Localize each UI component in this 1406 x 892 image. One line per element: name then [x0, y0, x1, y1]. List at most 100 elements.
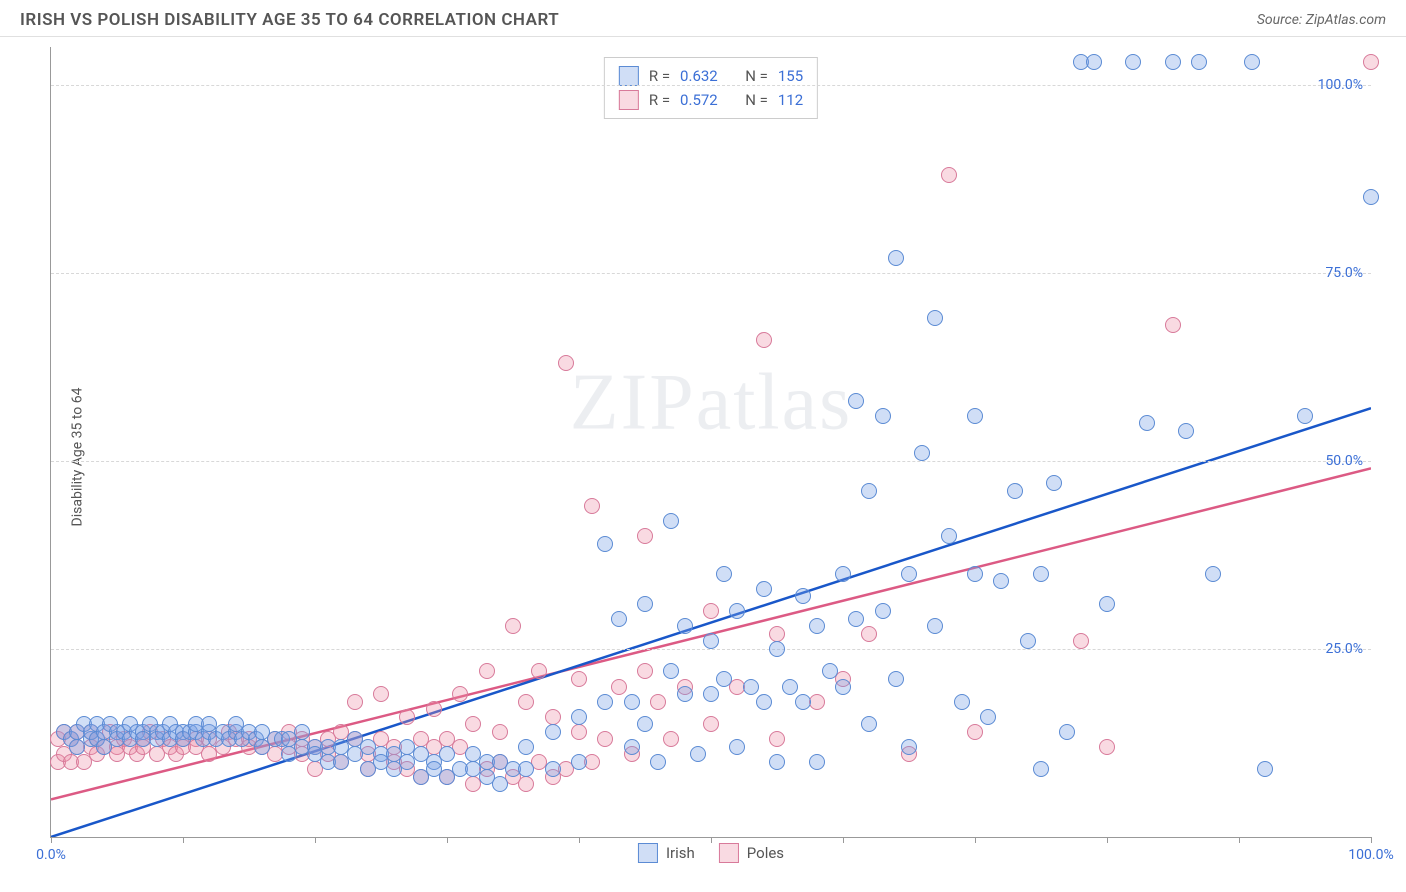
data-point-poles	[663, 731, 679, 747]
n-value: 112	[778, 88, 803, 112]
data-point-poles	[373, 686, 389, 702]
data-point-irish	[518, 739, 534, 755]
x-tick	[1239, 837, 1240, 843]
data-point-irish	[637, 716, 653, 732]
data-point-irish	[1191, 54, 1207, 70]
data-point-irish	[1033, 566, 1049, 582]
data-point-poles	[452, 686, 468, 702]
data-point-poles	[584, 498, 600, 514]
data-point-irish	[597, 536, 613, 552]
data-point-poles	[1165, 317, 1181, 333]
source-label: Source: ZipAtlas.com	[1257, 12, 1386, 28]
data-point-poles	[1073, 633, 1089, 649]
data-point-poles	[611, 679, 627, 695]
data-point-poles	[597, 731, 613, 747]
trend-line-irish	[51, 408, 1371, 837]
data-point-irish	[1033, 761, 1049, 777]
data-point-irish	[703, 686, 719, 702]
x-tick	[1107, 837, 1108, 843]
data-point-irish	[835, 679, 851, 695]
y-tick-label: 25.0%	[1325, 641, 1363, 657]
data-point-irish	[967, 408, 983, 424]
gridline	[51, 461, 1371, 462]
data-point-irish	[769, 641, 785, 657]
data-point-irish	[597, 694, 613, 710]
swatch-poles	[719, 843, 739, 863]
legend-label: Irish	[666, 844, 695, 862]
data-point-irish	[637, 596, 653, 612]
data-point-irish	[545, 724, 561, 740]
data-point-irish	[624, 739, 640, 755]
data-point-irish	[795, 694, 811, 710]
data-point-poles	[703, 603, 719, 619]
legend-label: Poles	[747, 844, 784, 862]
gridline	[51, 273, 1371, 274]
data-point-poles	[545, 709, 561, 725]
data-point-irish	[809, 754, 825, 770]
y-tick-label: 75.0%	[1325, 265, 1363, 281]
data-point-irish	[650, 754, 666, 770]
y-tick-label: 100.0%	[1318, 77, 1363, 93]
data-point-poles	[769, 731, 785, 747]
plot-area: ZIPatlas R =0.632 N =155R =0.572 N =112 …	[50, 47, 1371, 838]
x-tick	[447, 837, 448, 843]
chart-title: IRISH VS POLISH DISABILITY AGE 35 TO 64 …	[20, 10, 559, 30]
data-point-irish	[1086, 54, 1102, 70]
data-point-irish	[1020, 633, 1036, 649]
data-point-irish	[663, 513, 679, 529]
data-point-irish	[1178, 423, 1194, 439]
data-point-irish	[822, 663, 838, 679]
data-point-poles	[756, 332, 772, 348]
data-point-irish	[941, 528, 957, 544]
data-point-irish	[518, 761, 534, 777]
data-point-poles	[1363, 54, 1379, 70]
x-tick-label: 0.0%	[36, 847, 66, 863]
data-point-irish	[756, 581, 772, 597]
x-tick	[579, 837, 580, 843]
r-label: R =	[649, 88, 670, 112]
data-point-irish	[888, 250, 904, 266]
data-point-poles	[571, 671, 587, 687]
data-point-irish	[611, 611, 627, 627]
data-point-irish	[888, 671, 904, 687]
data-point-poles	[769, 626, 785, 642]
data-point-irish	[690, 746, 706, 762]
data-point-irish	[927, 310, 943, 326]
data-point-poles	[637, 528, 653, 544]
data-point-irish	[756, 694, 772, 710]
x-tick	[183, 837, 184, 843]
data-point-poles	[650, 694, 666, 710]
data-point-poles	[518, 776, 534, 792]
data-point-irish	[492, 776, 508, 792]
data-point-irish	[1007, 483, 1023, 499]
data-point-irish	[1297, 408, 1313, 424]
data-point-irish	[914, 445, 930, 461]
data-point-irish	[571, 709, 587, 725]
watermark: ZIPatlas	[570, 357, 853, 448]
data-point-poles	[426, 701, 442, 717]
data-point-poles	[505, 618, 521, 634]
header: IRISH VS POLISH DISABILITY AGE 35 TO 64 …	[0, 0, 1406, 37]
data-point-irish	[716, 671, 732, 687]
r-value: 0.572	[680, 88, 718, 112]
data-point-poles	[479, 663, 495, 679]
data-point-irish	[677, 686, 693, 702]
x-tick	[1371, 837, 1372, 843]
n-label: N =	[745, 88, 768, 112]
data-point-poles	[571, 724, 587, 740]
data-point-irish	[743, 679, 759, 695]
data-point-irish	[729, 603, 745, 619]
data-point-irish	[861, 483, 877, 499]
data-point-irish	[927, 618, 943, 634]
data-point-irish	[1363, 189, 1379, 205]
data-point-irish	[1046, 475, 1062, 491]
data-point-irish	[1244, 54, 1260, 70]
x-tick	[843, 837, 844, 843]
data-point-poles	[967, 724, 983, 740]
data-point-irish	[703, 633, 719, 649]
data-point-irish	[848, 611, 864, 627]
legend-item-irish: Irish	[638, 843, 695, 863]
data-point-irish	[861, 716, 877, 732]
legend-item-poles: Poles	[719, 843, 784, 863]
data-point-irish	[835, 566, 851, 582]
